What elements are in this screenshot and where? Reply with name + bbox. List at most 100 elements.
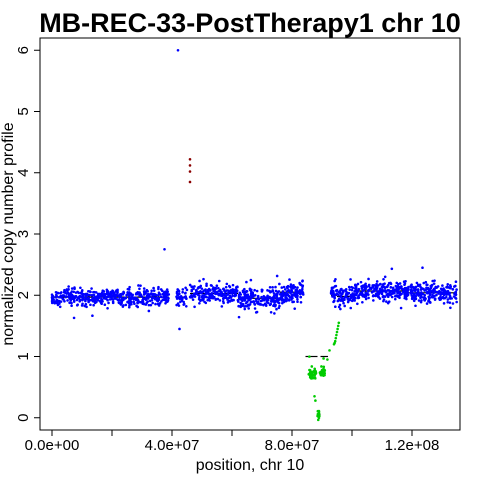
data-point — [210, 284, 213, 287]
data-point — [62, 298, 65, 301]
data-point — [142, 287, 146, 290]
data-point — [190, 289, 193, 293]
data-point — [193, 295, 197, 298]
data-point — [100, 297, 103, 301]
data-point — [314, 399, 317, 402]
data-point — [111, 300, 115, 304]
data-point — [211, 296, 215, 300]
data-point — [394, 284, 398, 288]
data-point — [270, 296, 274, 300]
data-point — [386, 289, 390, 292]
data-point — [453, 292, 457, 295]
data-point — [423, 299, 427, 302]
data-point — [269, 290, 272, 294]
data-point — [382, 278, 385, 281]
data-point — [416, 288, 420, 291]
data-point — [383, 289, 387, 292]
data-point — [359, 280, 363, 284]
data-point — [247, 298, 250, 302]
data-point — [373, 287, 376, 291]
data-point — [190, 285, 193, 289]
data-point — [410, 297, 414, 301]
data-point — [59, 294, 62, 298]
data-point — [403, 283, 406, 287]
data-point — [385, 300, 388, 303]
data-point — [354, 286, 358, 290]
data-point — [357, 287, 361, 291]
data-point — [119, 293, 122, 296]
data-point — [77, 295, 81, 299]
data-point — [141, 299, 145, 303]
data-point — [121, 305, 125, 308]
data-point — [175, 295, 178, 299]
data-point — [264, 302, 268, 306]
data-point — [68, 297, 72, 301]
data-point — [364, 297, 368, 301]
data-point — [433, 298, 437, 301]
x-tick-label: 0.0e+00 — [25, 437, 80, 454]
y-tick-label: 0 — [15, 414, 32, 422]
data-point — [343, 289, 347, 292]
data-point — [157, 291, 161, 294]
data-point — [52, 301, 55, 304]
data-point — [81, 295, 85, 299]
data-point — [188, 170, 192, 173]
data-point — [290, 298, 293, 301]
data-point — [449, 306, 452, 310]
data-point — [356, 290, 360, 293]
data-point — [211, 287, 215, 291]
y-axis: 0 1 2 3 4 5 6 — [15, 46, 40, 422]
data-point — [287, 298, 291, 301]
data-point — [377, 295, 381, 299]
data-point — [312, 376, 316, 379]
data-point — [412, 299, 416, 303]
data-point — [137, 284, 140, 287]
data-point — [261, 288, 264, 292]
data-point — [291, 286, 295, 289]
data-point — [274, 285, 277, 289]
data-point — [367, 284, 371, 288]
data-point — [330, 289, 334, 293]
data-point — [341, 297, 345, 301]
data-point — [448, 297, 452, 300]
data-point — [435, 293, 438, 297]
data-point — [262, 303, 265, 307]
data-point — [290, 289, 294, 293]
data-point — [87, 293, 90, 297]
data-point — [396, 282, 400, 286]
data-point — [255, 310, 259, 314]
data-point — [102, 297, 106, 300]
data-point — [196, 287, 200, 290]
data-point — [132, 297, 136, 301]
data-point — [207, 292, 211, 296]
data-point — [236, 285, 239, 289]
data-point — [298, 292, 302, 296]
data-point — [278, 297, 282, 301]
data-point — [391, 286, 395, 290]
data-point — [349, 278, 352, 281]
data-point — [142, 302, 146, 306]
data-point — [310, 365, 314, 368]
data-point — [245, 280, 248, 284]
points-layer — [50, 48, 458, 422]
data-point — [338, 303, 342, 307]
data-point — [154, 302, 157, 306]
data-point — [79, 286, 82, 290]
data-point — [333, 339, 337, 343]
data-point — [242, 296, 245, 299]
data-point — [220, 294, 224, 298]
data-point — [313, 395, 316, 398]
data-point — [206, 298, 209, 302]
data-point — [164, 292, 168, 296]
data-point — [448, 301, 452, 304]
data-point — [375, 293, 379, 297]
data-point — [317, 409, 321, 413]
data-point — [54, 290, 58, 294]
data-point — [337, 297, 341, 301]
data-point — [118, 302, 122, 305]
data-point — [414, 285, 418, 289]
data-point — [256, 294, 260, 298]
data-point — [266, 301, 270, 305]
data-point — [354, 283, 357, 287]
data-point — [287, 289, 291, 292]
